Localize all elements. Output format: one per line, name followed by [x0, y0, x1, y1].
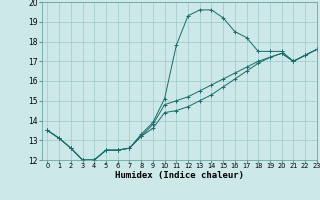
X-axis label: Humidex (Indice chaleur): Humidex (Indice chaleur): [115, 171, 244, 180]
